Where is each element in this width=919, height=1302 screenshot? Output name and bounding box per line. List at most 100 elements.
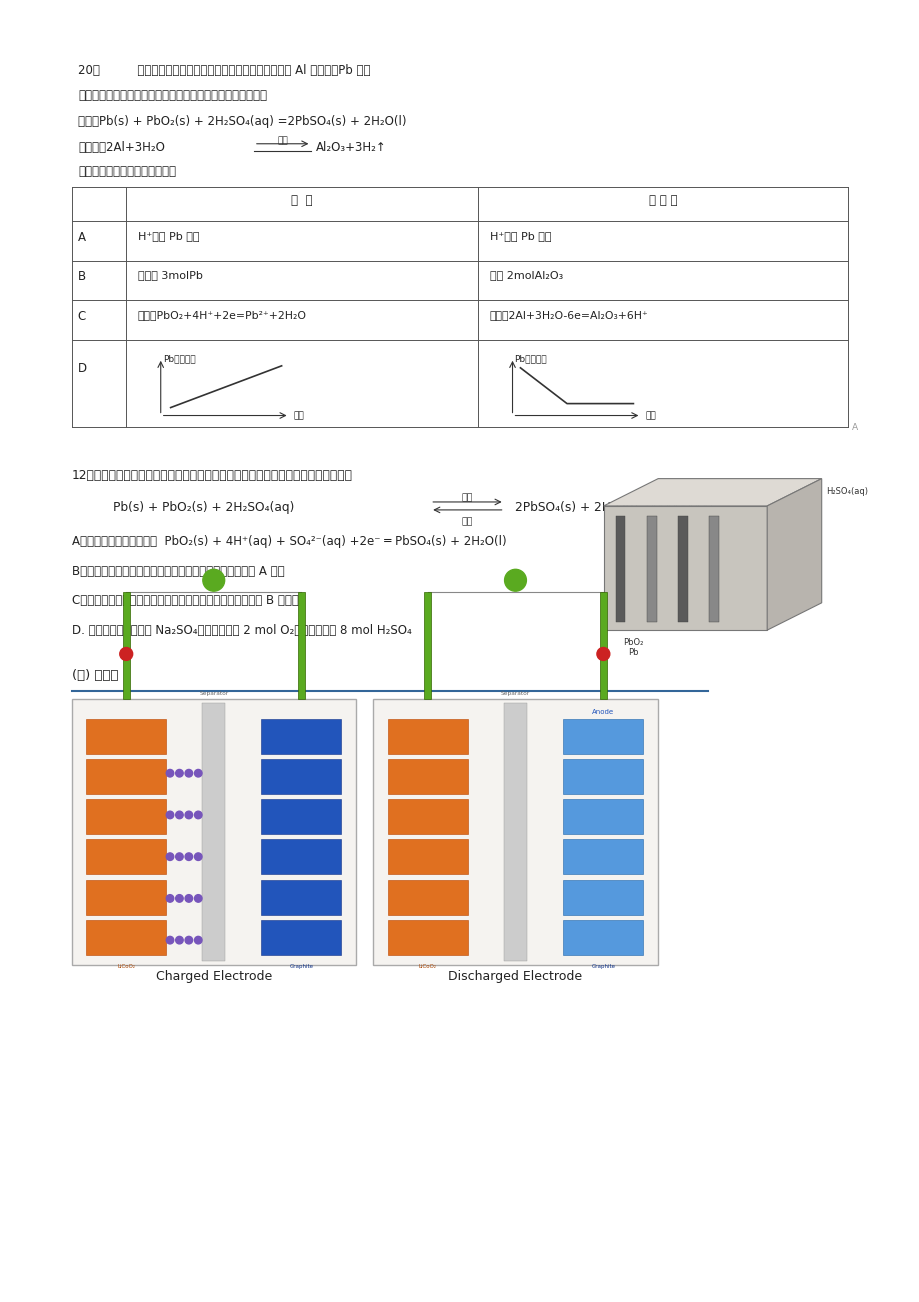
Bar — [261, 880, 341, 915]
Bar — [599, 592, 607, 699]
Bar — [387, 840, 467, 875]
Text: Pb电极质量: Pb电极质量 — [163, 354, 195, 363]
Text: LiCoO₂: LiCoO₂ — [418, 963, 437, 969]
Text: 极，电解稀硫酸，使铝表面的氧化膜增厚。其反应原理如下：: 极，电解稀硫酸，使铝表面的氧化膜增厚。其反应原理如下： — [78, 89, 267, 102]
Circle shape — [176, 769, 183, 777]
Circle shape — [194, 769, 202, 777]
Text: (２) 锂电池: (２) 锂电池 — [72, 669, 118, 682]
Text: Graphite: Graphite — [289, 963, 313, 969]
Bar — [122, 592, 130, 699]
Circle shape — [176, 811, 183, 819]
Bar — [372, 699, 657, 965]
Circle shape — [119, 647, 132, 660]
Bar — [86, 719, 165, 754]
Circle shape — [166, 811, 174, 819]
Circle shape — [166, 853, 174, 861]
Text: Separator: Separator — [500, 691, 529, 695]
Text: LiCoO₂: LiCoO₂ — [117, 963, 135, 969]
Circle shape — [176, 894, 183, 902]
Bar — [86, 921, 165, 956]
FancyBboxPatch shape — [603, 506, 766, 630]
Bar — [298, 592, 304, 699]
Circle shape — [194, 894, 202, 902]
Bar — [86, 759, 165, 794]
Text: 每消耗 3molPb: 每消耗 3molPb — [138, 271, 202, 280]
Bar — [562, 880, 642, 915]
Circle shape — [185, 894, 192, 902]
Bar — [424, 592, 431, 699]
Text: Pb(s) + PbO₂(s) + 2H₂SO₄(aq): Pb(s) + PbO₂(s) + 2H₂SO₄(aq) — [113, 501, 294, 514]
Bar — [86, 880, 165, 915]
Text: Pb: Pb — [628, 648, 638, 658]
Bar — [72, 699, 356, 965]
Bar — [261, 799, 341, 835]
Bar — [646, 516, 656, 622]
Text: 充电: 充电 — [461, 517, 472, 526]
Bar — [387, 880, 467, 915]
Text: 2PbSO₄(s) + 2H₂O(l)  下列说法不正确的是: 2PbSO₄(s) + 2H₂O(l) 下列说法不正确的是 — [514, 501, 711, 514]
Circle shape — [596, 647, 609, 660]
Text: Separator: Separator — [199, 691, 228, 695]
Text: D. 铅蓄电池做电源电解 Na₂SO₄溶液时，当有 2 mol O₂产生时，消耗 8 mol H₂SO₄: D. 铅蓄电池做电源电解 Na₂SO₄溶液时，当有 2 mol O₂产生时，消耗… — [72, 624, 411, 637]
Bar — [562, 840, 642, 875]
Text: D: D — [77, 362, 86, 375]
Circle shape — [185, 811, 192, 819]
Bar — [387, 759, 467, 794]
Text: Graphite: Graphite — [591, 963, 615, 969]
Circle shape — [185, 769, 192, 777]
Text: 阳极：2Al+3H₂O-6e=Al₂O₃+6H⁺: 阳极：2Al+3H₂O-6e=Al₂O₃+6H⁺ — [489, 310, 648, 320]
Bar — [387, 921, 467, 956]
Circle shape — [185, 853, 192, 861]
Bar — [677, 516, 686, 622]
Text: 电解池：2Al+3H₂O: 电解池：2Al+3H₂O — [78, 142, 165, 154]
Text: H⁺移向 Pb 电极: H⁺移向 Pb 电极 — [489, 230, 550, 241]
Text: 12．铅蓄电池是最常见的二次电池，其构造示意图如下。发生反应的化学方程式为：: 12．铅蓄电池是最常见的二次电池，其构造示意图如下。发生反应的化学方程式为： — [72, 469, 352, 482]
Text: 时间: 时间 — [293, 411, 304, 421]
Bar — [387, 799, 467, 835]
Text: 放电: 放电 — [461, 493, 472, 503]
Bar — [86, 840, 165, 875]
Bar — [261, 840, 341, 875]
Text: Pb电极质量: Pb电极质量 — [514, 354, 547, 363]
Text: 电 解 池: 电 解 池 — [648, 194, 676, 207]
Text: A．放电时，正极反应为：  PbO₂(s) + 4H⁺(aq) + SO₄²⁻(aq) +2e⁻ ═ PbSO₄(s) + 2H₂O(l): A．放电时，正极反应为： PbO₂(s) + 4H⁺(aq) + SO₄²⁻(a… — [72, 535, 505, 548]
Text: A: A — [852, 423, 857, 432]
Text: 电池：Pb(s) + PbO₂(s) + 2H₂SO₄(aq) =2PbSO₄(s) + 2H₂O(l): 电池：Pb(s) + PbO₂(s) + 2H₂SO₄(aq) =2PbSO₄(… — [78, 116, 406, 129]
Text: Charged Electrode: Charged Electrode — [155, 970, 272, 983]
Text: 生成 2molAl₂O₃: 生成 2molAl₂O₃ — [489, 271, 562, 280]
Bar — [562, 719, 642, 754]
Circle shape — [194, 936, 202, 944]
Text: Al₂O₃+3H₂↑: Al₂O₃+3H₂↑ — [316, 142, 387, 154]
Polygon shape — [603, 479, 821, 506]
Text: 时间: 时间 — [644, 411, 655, 421]
Circle shape — [166, 894, 174, 902]
Circle shape — [176, 936, 183, 944]
Text: B: B — [665, 491, 672, 500]
Text: 20、          为增强铝的耐腹蚀性，现以铅蓄电池为外电源，以 Al 作阳极、Pb 作阴: 20、 为增强铝的耐腹蚀性，现以铅蓄电池为外电源，以 Al 作阳极、Pb 作阴 — [78, 64, 370, 77]
Circle shape — [194, 853, 202, 861]
Text: 电解过程中，以下判断正确的是: 电解过程中，以下判断正确的是 — [78, 165, 176, 178]
Text: Discharged Electrode: Discharged Electrode — [448, 970, 582, 983]
Text: B: B — [77, 271, 85, 284]
Text: 正极：PbO₂+4H⁺+2e=Pb²⁺+2H₂O: 正极：PbO₂+4H⁺+2e=Pb²⁺+2H₂O — [138, 310, 307, 320]
Bar — [261, 759, 341, 794]
Text: H⁺移向 Pb 电极: H⁺移向 Pb 电极 — [138, 230, 199, 241]
Circle shape — [185, 936, 192, 944]
Bar — [562, 759, 642, 794]
Bar — [562, 921, 642, 956]
Bar — [562, 799, 642, 835]
Bar — [615, 516, 625, 622]
Text: 电解: 电解 — [277, 137, 288, 146]
Text: C: C — [77, 310, 85, 323]
Circle shape — [194, 811, 202, 819]
Bar — [261, 921, 341, 956]
Circle shape — [202, 569, 224, 591]
Text: C．实验室用铅蓄电池做电源精炼粗铜时，应将粗铜与接线柱 B 相连接: C．实验室用铅蓄电池做电源精炼粗铜时，应将粗铜与接线柱 B 相连接 — [72, 595, 298, 607]
Bar — [708, 516, 718, 622]
Bar — [202, 703, 225, 961]
Text: 电  池: 电 池 — [291, 194, 312, 207]
Bar — [261, 719, 341, 754]
Bar — [86, 799, 165, 835]
Polygon shape — [766, 479, 821, 630]
Bar — [387, 719, 467, 754]
